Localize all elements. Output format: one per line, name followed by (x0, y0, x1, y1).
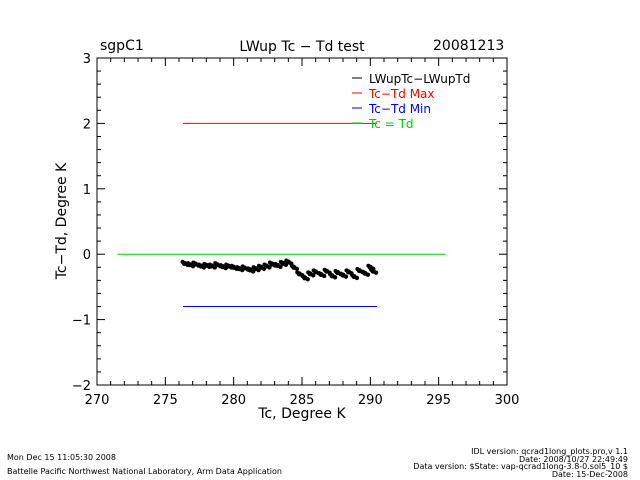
date-label: 20081213 (433, 38, 504, 54)
data-point (355, 267, 360, 272)
data-point (343, 274, 349, 279)
footer-lab: Battelle Pacific Northwest National Labo… (7, 467, 282, 476)
data-point (366, 263, 371, 268)
legend-label: Tc−Td Max (368, 87, 435, 101)
data-point (311, 273, 316, 278)
x-tick-label: 275 (153, 393, 178, 408)
data-point (373, 270, 379, 275)
data-point (284, 258, 289, 263)
data-point (202, 261, 207, 266)
data-point (207, 262, 212, 267)
data-point (273, 261, 278, 266)
legend-label: Tc−Td Min (368, 102, 431, 116)
data-point (185, 261, 190, 266)
data-point (328, 272, 333, 277)
data-point (365, 272, 371, 277)
data-point (196, 262, 201, 267)
data-point (240, 264, 245, 269)
y-tick-label: 1 (83, 183, 91, 198)
data-point (344, 268, 349, 273)
data-point (278, 264, 283, 270)
data-point (289, 263, 294, 268)
x-axis-title: Tc, Degree K (257, 406, 346, 422)
y-tick-label: 3 (83, 52, 91, 67)
data-point (321, 273, 327, 279)
x-tick-label: 280 (221, 393, 246, 408)
data-point (294, 266, 299, 271)
data-point (180, 259, 185, 264)
data-point (251, 265, 256, 270)
data-point (339, 271, 343, 276)
data-point (262, 262, 267, 267)
x-tick-label: 300 (495, 393, 520, 408)
data-point (246, 266, 251, 271)
data-point (333, 269, 338, 274)
data-point (267, 265, 272, 270)
data-point (191, 260, 196, 265)
y-tick-label: −1 (72, 314, 91, 329)
footer-data-version: Data version: $State: vap-qcrad1long-3.8… (413, 462, 628, 471)
data-point (257, 263, 261, 268)
data-point (235, 265, 240, 270)
data-point (295, 270, 300, 275)
legend-label: LWupTc−LWupTd (369, 72, 470, 86)
data-point (311, 268, 316, 273)
data-point (218, 263, 223, 268)
data-point (349, 272, 354, 277)
footer-idl-version: IDL version: qcrad1long_plots.pro,v 1.1 (471, 447, 628, 456)
x-tick-label: 285 (290, 393, 315, 408)
data-point (213, 261, 218, 266)
x-tick-label: 270 (85, 393, 110, 408)
y-tick-label: 0 (83, 248, 91, 263)
footer-data-date: Date: 15-Dec-2008 (552, 470, 628, 479)
data-point (300, 274, 305, 279)
footer-timestamp: Mon Dec 15 11:05:30 2008 (7, 453, 116, 462)
x-tick-label: 295 (426, 393, 451, 408)
data-point (306, 270, 311, 275)
legend-label: Tc = Td (368, 117, 414, 131)
data-point (322, 267, 327, 272)
data-point (224, 262, 229, 267)
plot-frame (96, 57, 508, 386)
data-point (360, 269, 365, 274)
data-point (369, 267, 374, 272)
footer-file-date: Date: 2008/10/27 22:49:49 (519, 455, 628, 464)
data-point (354, 275, 360, 281)
y-tick-label: −2 (72, 379, 91, 394)
data-point (317, 270, 322, 275)
data-point (267, 260, 272, 265)
data-point (278, 259, 283, 264)
chart-title: LWup Tc − Td test (239, 39, 365, 55)
site-label: sgpC1 (100, 38, 144, 54)
y-axis-title: Tc−Td, Degree K (54, 162, 70, 280)
y-tick-label: 2 (83, 117, 91, 132)
x-tick-label: 290 (358, 393, 383, 408)
data-point (305, 277, 310, 282)
data-point (332, 275, 338, 280)
data-point (229, 263, 234, 268)
